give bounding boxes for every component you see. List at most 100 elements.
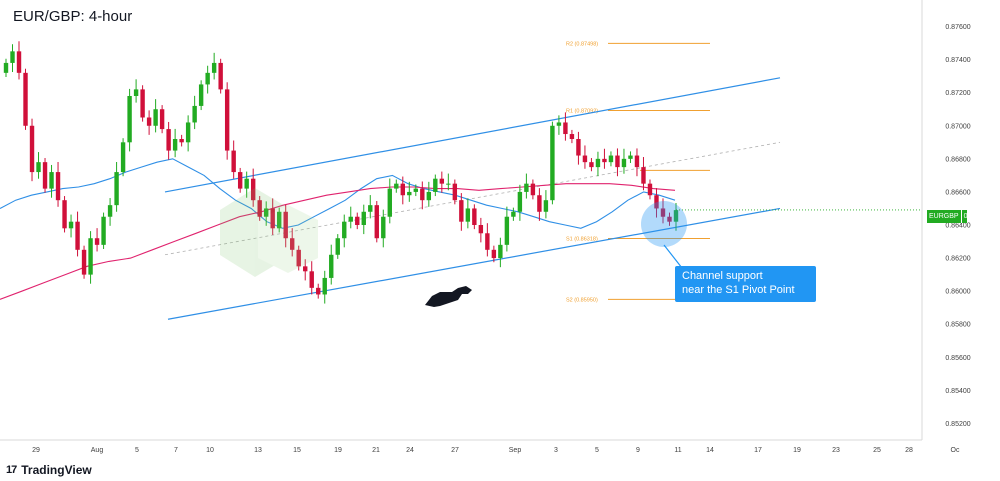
y-tick-label: 0.85600 xyxy=(945,355,970,362)
candle-body xyxy=(654,195,659,209)
candle-body xyxy=(361,211,366,225)
candle xyxy=(537,188,542,221)
candle xyxy=(172,128,178,158)
candle xyxy=(290,228,295,257)
candle xyxy=(413,184,419,197)
candle xyxy=(107,198,113,226)
y-tick-label: 0.86800 xyxy=(945,156,970,163)
candle-body xyxy=(290,238,295,250)
candle xyxy=(491,245,497,263)
candle-body xyxy=(478,225,484,234)
candle-body xyxy=(407,191,412,196)
channel-lower-line xyxy=(167,207,781,320)
candle xyxy=(329,244,334,285)
candle xyxy=(439,171,445,193)
candle-body xyxy=(303,266,308,272)
candle xyxy=(608,151,614,167)
candle xyxy=(88,231,93,284)
candle-body xyxy=(582,155,588,163)
candle-body xyxy=(55,172,61,201)
candle-body xyxy=(667,216,672,222)
y-tick-label: 0.87000 xyxy=(945,123,970,130)
candle-body xyxy=(329,254,334,278)
callout-pointer xyxy=(663,244,683,269)
x-tick-label: 25 xyxy=(873,447,881,454)
candle-body xyxy=(49,172,54,189)
candle-body xyxy=(205,72,210,85)
candle xyxy=(368,195,373,219)
pivot-label: R1 (0.87092) xyxy=(566,109,598,115)
candle xyxy=(595,151,601,177)
candle-body xyxy=(511,211,516,217)
candles xyxy=(3,41,679,304)
candle-body xyxy=(524,183,529,192)
candle xyxy=(192,95,197,130)
candle-body xyxy=(420,188,425,201)
pivot-label: R2 (0.87498) xyxy=(566,41,598,47)
candle-body xyxy=(211,62,217,73)
candle-body xyxy=(348,216,353,222)
candle xyxy=(504,206,510,252)
candle xyxy=(478,217,484,243)
tradingview-brand[interactable]: 17 TradingView xyxy=(6,463,92,477)
candle xyxy=(465,198,471,229)
candle-body xyxy=(387,188,392,217)
candle-body xyxy=(36,162,41,173)
candle xyxy=(3,58,9,77)
candle xyxy=(335,234,340,259)
candle-body xyxy=(94,238,100,245)
candle-body xyxy=(647,183,653,196)
candle-body xyxy=(75,221,80,250)
y-tick-label: 0.87600 xyxy=(945,24,970,31)
candle xyxy=(550,121,555,205)
candle xyxy=(589,158,594,172)
candle xyxy=(524,173,529,199)
candle-body xyxy=(81,249,87,275)
candle-body xyxy=(569,134,575,139)
y-tick-label: 0.87200 xyxy=(945,90,970,97)
candle-body xyxy=(491,249,497,259)
candle xyxy=(29,118,35,182)
y-tick-label: 0.85200 xyxy=(945,421,970,428)
candle xyxy=(348,206,353,229)
price-channel xyxy=(164,77,781,320)
candle xyxy=(114,161,119,212)
candle xyxy=(101,212,106,249)
candle xyxy=(407,181,412,202)
y-tick-label: 0.86400 xyxy=(945,223,970,230)
candle-body xyxy=(641,167,646,184)
candle xyxy=(634,148,640,177)
candle-body xyxy=(400,183,405,196)
candle-body xyxy=(426,191,432,201)
x-tick-label: 29 xyxy=(32,447,40,454)
candle xyxy=(263,201,269,226)
candle-body xyxy=(459,200,464,222)
candle xyxy=(563,112,568,141)
x-tick-label: 14 xyxy=(706,447,714,454)
candle-body xyxy=(192,105,197,123)
candle-body xyxy=(563,122,568,135)
candle xyxy=(374,201,379,243)
x-tick-label: 5 xyxy=(595,447,599,454)
candle-body xyxy=(550,125,555,201)
pivot-levels: R2 (0.87498) R1 (0.87092) S1 (0.86318) S2 (… xyxy=(566,41,710,303)
candle-body xyxy=(309,271,314,288)
candle-body xyxy=(576,139,581,156)
candle-body xyxy=(615,155,620,168)
candle xyxy=(231,140,236,179)
candle xyxy=(198,80,204,111)
candle-body xyxy=(335,238,340,255)
candle xyxy=(387,178,392,224)
y-tick-label: 0.87400 xyxy=(945,57,970,64)
candle xyxy=(75,211,80,257)
candle-body xyxy=(394,183,399,189)
last-price-tag: EURGBP 0.86491 xyxy=(927,210,989,223)
candle-body xyxy=(537,195,542,212)
candle xyxy=(127,88,132,152)
candle xyxy=(270,198,275,235)
candle xyxy=(641,157,646,191)
channel-midline xyxy=(164,141,781,256)
candle xyxy=(205,65,210,94)
candle-body xyxy=(374,205,379,239)
